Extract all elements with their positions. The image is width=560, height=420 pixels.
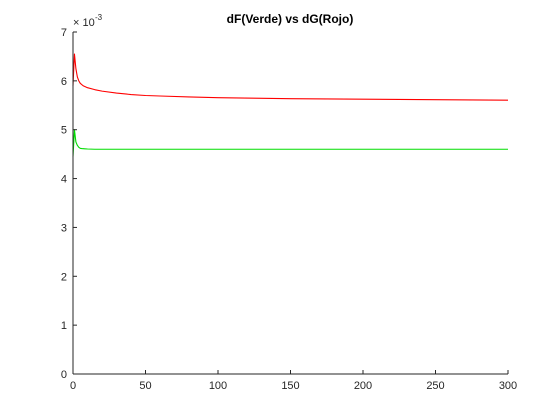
y-axis-exponent-power: -3	[95, 13, 103, 22]
axes	[72, 31, 509, 375]
y-tick-label: 1	[61, 320, 67, 332]
y-tick-label: 6	[61, 76, 67, 88]
y-axis-exponent-base: × 10	[73, 17, 95, 29]
x-tick-label: 50	[139, 380, 151, 392]
x-tick-label: 0	[70, 380, 76, 392]
x-tick-label: 150	[281, 380, 299, 392]
y-tick-label: 3	[61, 222, 67, 234]
series-line-1	[72, 53, 509, 101]
x-tick-label: 100	[209, 380, 227, 392]
y-axis-exponent: × 10 -3	[73, 13, 103, 29]
tick-labels: 0 50 100 150 200 250 300 0 1 2 3 4 5 6 7	[61, 27, 517, 392]
chart-title: dF(Verde) vs dG(Rojo)	[227, 12, 354, 26]
y-tick-label: 0	[61, 369, 67, 381]
y-tick-label: 2	[61, 271, 67, 283]
y-tick-label: 4	[61, 174, 67, 186]
x-tick-label: 200	[354, 380, 372, 392]
x-tick-label: 250	[426, 380, 444, 392]
y-tick-label: 5	[61, 125, 67, 137]
x-tick-label: 300	[499, 380, 517, 392]
series-line-2	[72, 129, 508, 157]
y-tick-label: 7	[61, 27, 67, 39]
